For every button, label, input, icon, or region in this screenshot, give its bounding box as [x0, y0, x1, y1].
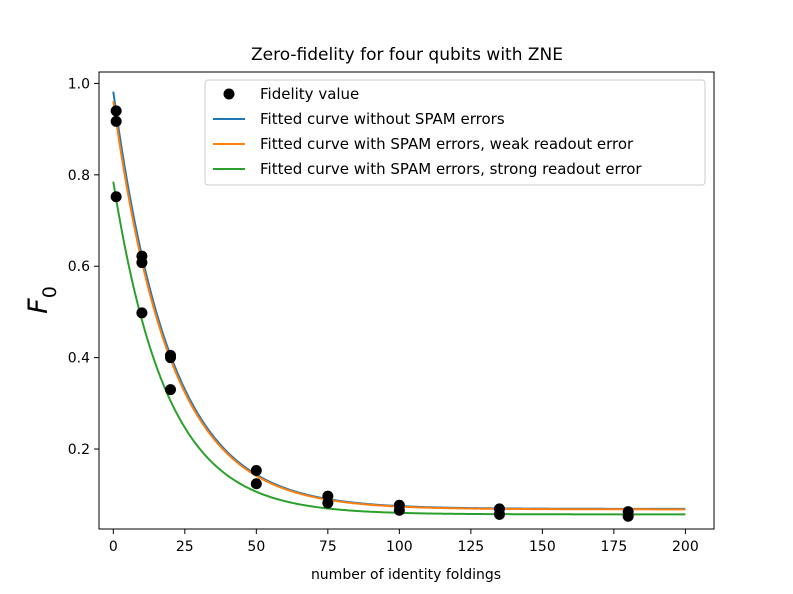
x-tick-label: 0	[109, 539, 118, 555]
y-axis-label-base: F	[23, 298, 54, 314]
legend: Fidelity value Fitted curve without SPAM …	[204, 79, 706, 186]
scatter-point-5	[136, 257, 148, 269]
plot-frame	[98, 71, 715, 530]
legend-marker-scatter	[223, 88, 235, 100]
scatter-point-6	[136, 307, 148, 319]
x-axis-label: number of identity foldings	[311, 567, 501, 583]
scatter-point-8	[165, 352, 177, 364]
scatter-point-2	[110, 115, 122, 127]
y-axis-label: F0	[23, 286, 61, 314]
scatter-point-10	[250, 465, 262, 477]
x-axis: 0 25 50 75 100 125 150 175 200	[109, 529, 699, 555]
y-tick-label: 0.2	[68, 442, 90, 458]
y-tick-label: 0.4	[68, 351, 90, 367]
y-tick-label: 0.8	[68, 168, 90, 184]
x-tick-label: 75	[319, 539, 337, 555]
y-axis-label-subscript: 0	[39, 286, 61, 298]
x-tick-label: 150	[529, 539, 556, 555]
y-tick-label: 1.0	[68, 76, 90, 92]
legend-label-3: Fitted curve with SPAM errors, strong re…	[260, 160, 642, 178]
plot-area	[98, 71, 715, 530]
scatter-point-19	[622, 510, 634, 522]
scatter-point-3	[110, 191, 122, 203]
x-tick-label: 50	[247, 539, 265, 555]
scatter-point-9	[165, 384, 177, 396]
x-tick-label: 175	[601, 539, 628, 555]
y-axis: 0.2 0.4 0.6 0.8 1.0	[68, 76, 99, 458]
x-tick-label: 125	[457, 539, 484, 555]
series-line-3	[112, 181, 686, 516]
scatter-point-17	[493, 508, 505, 520]
scatter-point-13	[322, 497, 334, 509]
scatter-point-1	[110, 105, 122, 117]
legend-frame	[204, 79, 706, 186]
legend-label-2: Fitted curve with SPAM errors, weak read…	[260, 135, 634, 153]
y-tick-label: 0.6	[68, 259, 90, 275]
x-tick-label: 25	[176, 539, 194, 555]
chart-title: Zero-fidelity for four qubits with ZNE	[251, 45, 563, 65]
x-tick-label: 100	[386, 539, 413, 555]
scatter-point-11	[250, 478, 262, 490]
legend-label-scatter: Fidelity value	[260, 85, 359, 103]
scatter-point-15	[393, 504, 405, 516]
legend-label-1: Fitted curve without SPAM errors	[260, 110, 505, 128]
x-tick-label: 200	[672, 539, 699, 555]
